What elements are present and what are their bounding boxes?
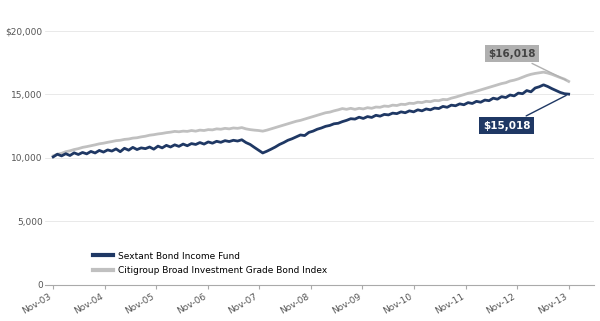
Text: $15,018: $15,018: [483, 95, 566, 131]
Text: $16,018: $16,018: [488, 48, 566, 80]
Legend: Sextant Bond Income Fund, Citigroup Broad Investment Grade Bond Index: Sextant Bond Income Fund, Citigroup Broa…: [89, 248, 331, 279]
